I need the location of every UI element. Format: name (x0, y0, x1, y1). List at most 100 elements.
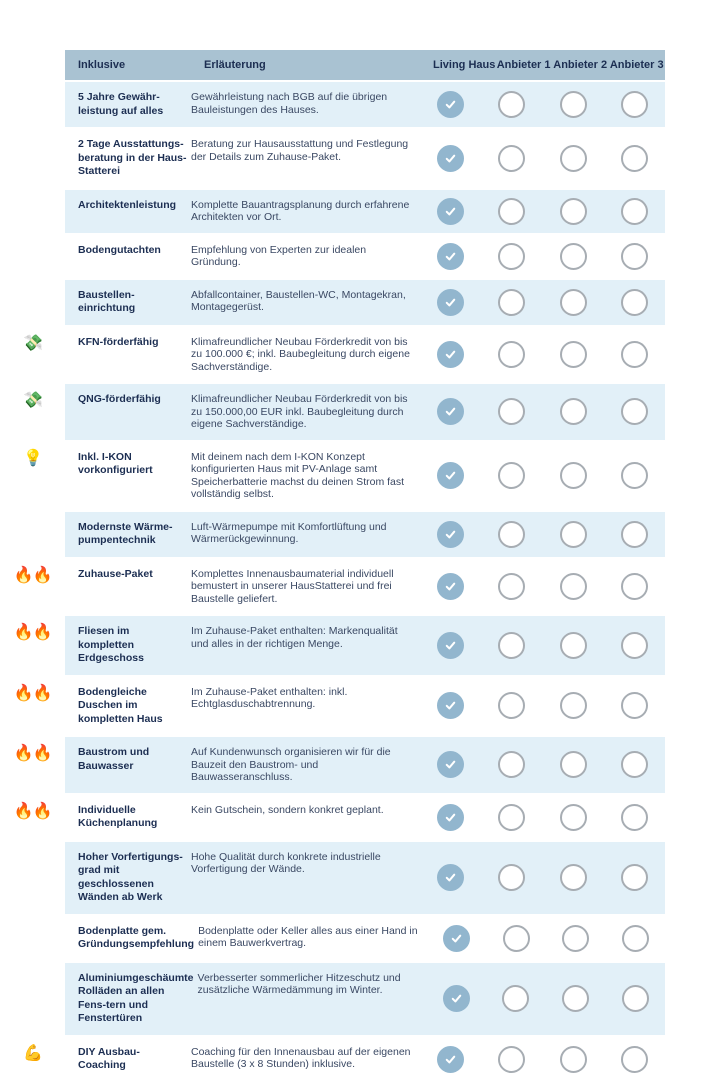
table-row: 🔥🔥 Zuhause-Paket Komplettes Innenausbaumat… (0, 558, 701, 614)
table-row: 🔥🔥 Fliesen im kompletten Erdgeschoss Im Zu… (0, 616, 701, 675)
table-row: 🔥🔥 Bodengleiche Duschen im kompletten Hau… (0, 676, 701, 736)
fire-double-icon: 🔥🔥 (13, 624, 53, 641)
feature-label: Bodenplatte gem. Gründungsempfehlung (78, 924, 195, 951)
check-icon (445, 298, 456, 306)
col-header-living-haus: Living Haus (433, 59, 496, 71)
included-check-circle (443, 924, 471, 952)
empty-circle (620, 803, 648, 831)
table-row: Architektenleistung Komplette Bauantragsp… (0, 189, 701, 233)
check-cell-anbieter-3 (604, 864, 665, 891)
fire-double-icon: 🔥🔥 (13, 566, 53, 584)
empty-circle (620, 1045, 648, 1073)
feature-description: Luft-Wärmepumpe mit Komfortlüftung und W… (191, 520, 387, 546)
table-row: 🔥🔥 Individuelle Küchenplanung Kein Gutsche… (0, 794, 701, 840)
check-cell-living-haus (427, 985, 487, 1012)
feature-description: Gewährleistung nach BGB auf die übrigen … (191, 91, 388, 116)
check-cell-anbieter-3 (605, 985, 665, 1012)
row-band: Baustrom und Bauwasser Auf Kundenwunsch o… (65, 737, 665, 793)
check-icon (445, 100, 456, 109)
empty-circle (559, 144, 587, 172)
included-check-circle (437, 692, 465, 720)
check-cell-anbieter-2 (543, 91, 604, 118)
check-icon (445, 530, 456, 538)
table-row: Bodenplatte gem. Gründungsempfehlung Bode… (0, 915, 701, 961)
check-icon (445, 701, 456, 710)
table-row: 5 Jahre Gewähr-leistung auf alles Gewährl… (0, 82, 701, 127)
check-cell-anbieter-2 (546, 985, 606, 1012)
feature-description: Hohe Qualität durch konkrete industriell… (191, 850, 381, 876)
table-row: 2 Tage Ausstattungs-beratung in der Haus… (0, 129, 701, 188)
provider-checks (420, 235, 665, 278)
empty-circle (620, 751, 648, 779)
check-icon (445, 350, 456, 359)
empty-circle (559, 91, 587, 118)
check-cell-living-haus (420, 144, 481, 172)
empty-circle (498, 91, 526, 118)
check-cell-anbieter-1 (481, 288, 542, 316)
check-cell-living-haus (420, 1045, 481, 1073)
icon-spacer (0, 235, 65, 278)
check-icon (445, 760, 456, 769)
feature-description: Coaching für den Innenausbau auf der eig… (191, 1045, 411, 1071)
check-cell-anbieter-3 (606, 924, 665, 952)
table-row: Bodengutachten Empfehlung von Experten zu… (0, 234, 701, 278)
row-band: Bodengutachten Empfehlung von Experten zu… (65, 234, 665, 278)
check-icon (445, 873, 456, 882)
check-icon (445, 641, 456, 650)
check-cell-anbieter-1 (481, 144, 542, 172)
empty-circle (559, 462, 587, 489)
check-cell-anbieter-1 (481, 197, 542, 225)
header-band: Inklusive Erläuterung Living Haus Anbiet… (65, 50, 665, 80)
check-icon (445, 471, 456, 480)
feature-description: Verbesserter sommerlicher Hitzeschutz un… (197, 971, 401, 997)
feature-label: Baustrom und Bauwasser (78, 746, 150, 772)
check-cell-living-haus (420, 197, 481, 225)
check-cell-anbieter-3 (604, 692, 665, 720)
check-cell-anbieter-1 (487, 924, 546, 952)
check-cell-anbieter-3 (604, 242, 665, 270)
check-cell-anbieter-2 (543, 572, 604, 600)
row-band: Fliesen im kompletten Erdgeschoss Im Zuha… (65, 616, 665, 675)
check-cell-anbieter-1 (481, 462, 542, 489)
money-with-wings-icon: 💸 (23, 334, 43, 352)
check-icon (445, 1055, 456, 1063)
provider-checks (420, 677, 665, 736)
icon-spacer (0, 129, 65, 188)
feature-description: Komplette Bauantragsplanung durch erfahr… (191, 198, 410, 224)
feature-description: Klimafreundlicher Neubau Förderkredit vo… (191, 335, 410, 373)
empty-circle (498, 197, 526, 225)
included-check-circle (437, 242, 465, 270)
feature-label: Bodengutachten (78, 243, 161, 256)
provider-checks (427, 916, 665, 961)
check-cell-anbieter-3 (604, 572, 665, 600)
empty-circle (562, 985, 590, 1012)
table-row: 💸 KFN-förderfähig Klimafreundlicher Neubau… (0, 326, 701, 382)
row-band: Modernste Wärme-pumpentechnik Luft-Wärmep… (65, 511, 665, 557)
included-check-circle (437, 751, 465, 779)
col-header-anbieter-2: Anbieter 2 (553, 59, 608, 71)
empty-circle (620, 462, 648, 489)
row-band: DIY Ausbau-Coaching Coaching für den Inne… (65, 1036, 665, 1082)
check-cell-anbieter-1 (481, 572, 542, 600)
included-check-circle (437, 631, 465, 659)
feature-description: Klimafreundlicher Neubau Förderkredit vo… (191, 393, 408, 430)
check-cell-anbieter-2 (543, 631, 604, 659)
empty-circle (498, 462, 526, 489)
included-check-circle (437, 197, 465, 225)
icon-spacer (0, 963, 65, 1035)
check-cell-anbieter-1 (481, 398, 542, 426)
check-cell-anbieter-2 (543, 197, 604, 225)
check-cell-anbieter-1 (481, 242, 542, 270)
empty-circle (498, 692, 526, 720)
check-cell-anbieter-2 (543, 462, 604, 489)
empty-circle (498, 803, 526, 831)
flexed-biceps-icon: 💪 (23, 1044, 43, 1062)
check-cell-living-haus (420, 572, 481, 600)
provider-checks (427, 963, 665, 1035)
empty-circle (498, 398, 526, 426)
provider-checks (420, 82, 665, 127)
feature-label: Aluminiumgeschäumte Rolläden an allen Fe… (78, 971, 194, 1025)
provider-headers: Living Haus Anbieter 1 Anbieter 2 Anbiet… (433, 59, 665, 71)
feature-description: Bodenplatte oder Keller alles aus einer … (198, 924, 418, 950)
check-icon (445, 582, 456, 591)
